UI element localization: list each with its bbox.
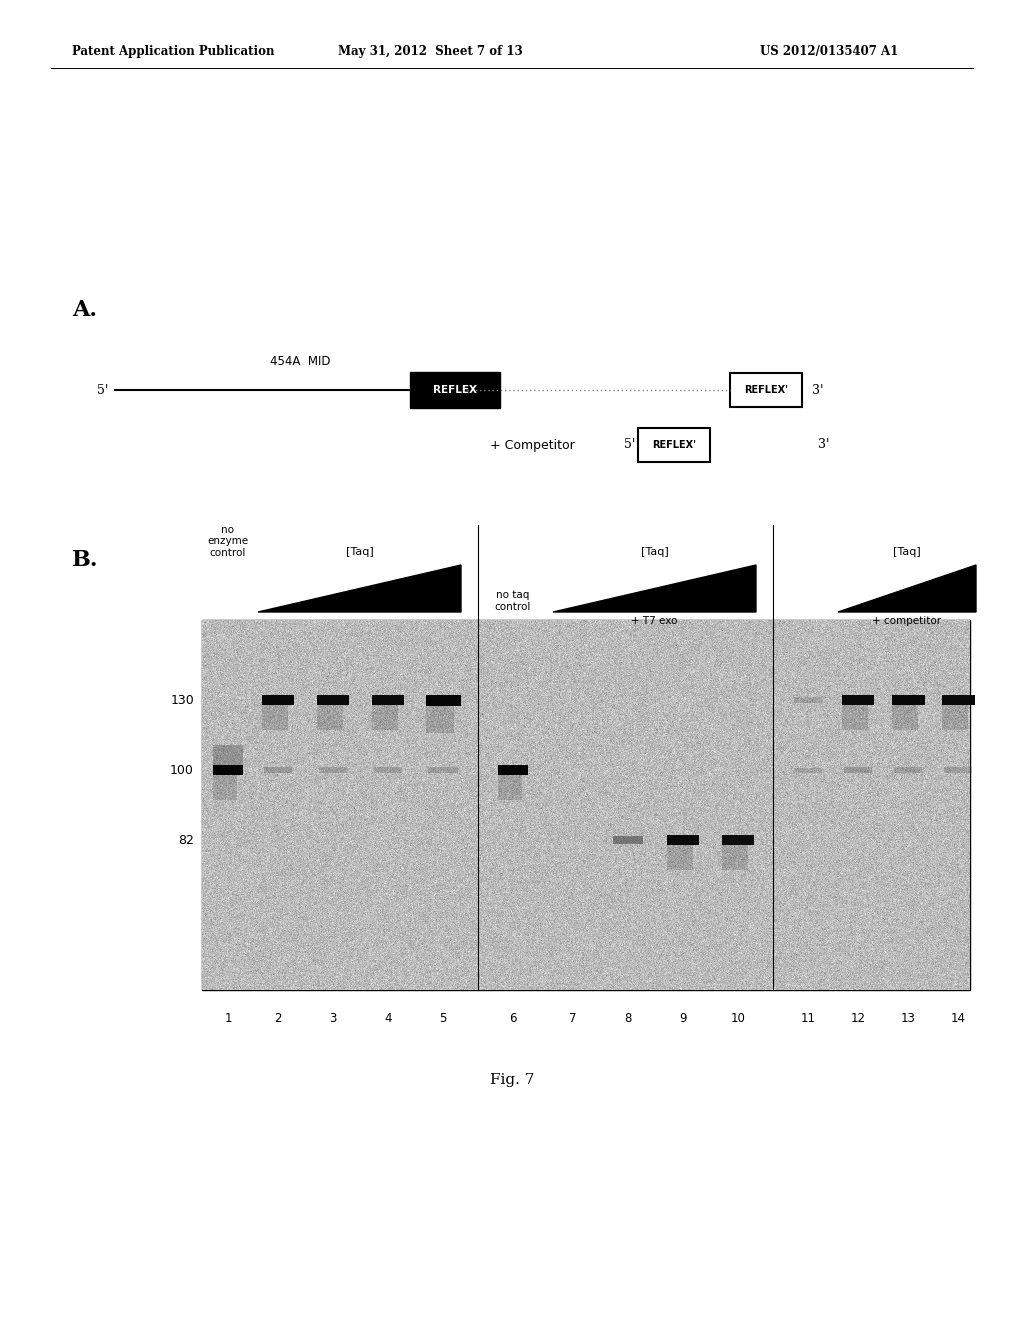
Text: 13: 13 xyxy=(900,1012,915,1026)
Text: A.: A. xyxy=(72,300,97,321)
Bar xyxy=(213,744,243,766)
Text: 10: 10 xyxy=(730,1012,745,1026)
Text: + Competitor: + Competitor xyxy=(490,438,574,451)
Bar xyxy=(426,694,461,705)
Text: 11: 11 xyxy=(801,1012,815,1026)
Bar xyxy=(319,767,347,774)
Bar xyxy=(638,428,710,462)
Bar xyxy=(892,696,925,705)
Text: Fig. 7: Fig. 7 xyxy=(489,1073,535,1086)
Text: 6: 6 xyxy=(509,1012,517,1026)
Text: 5': 5' xyxy=(96,384,108,396)
Text: 4: 4 xyxy=(384,1012,392,1026)
Text: 8: 8 xyxy=(625,1012,632,1026)
Text: no
enzyme
control: no enzyme control xyxy=(208,525,249,558)
Text: REFLEX: REFLEX xyxy=(433,385,477,395)
Polygon shape xyxy=(553,565,756,612)
Bar xyxy=(213,766,243,775)
Text: 454A  MID: 454A MID xyxy=(269,355,331,368)
Bar xyxy=(262,696,294,705)
Bar xyxy=(794,697,822,704)
Bar xyxy=(667,836,699,845)
Bar xyxy=(944,767,972,774)
Text: + competitor: + competitor xyxy=(872,616,941,626)
Bar xyxy=(941,696,975,705)
Bar xyxy=(264,767,292,774)
Bar xyxy=(317,696,349,705)
Bar xyxy=(842,696,874,705)
Text: [Taq]: [Taq] xyxy=(346,546,374,557)
Text: 130: 130 xyxy=(170,693,194,706)
Bar xyxy=(372,696,404,705)
Text: May 31, 2012  Sheet 7 of 13: May 31, 2012 Sheet 7 of 13 xyxy=(338,45,522,58)
Text: 82: 82 xyxy=(178,833,194,846)
Bar xyxy=(426,700,454,733)
Bar xyxy=(892,700,918,730)
Bar xyxy=(410,372,500,408)
Polygon shape xyxy=(258,565,461,612)
Bar xyxy=(498,766,528,775)
Bar xyxy=(722,836,754,845)
Polygon shape xyxy=(838,565,976,612)
Bar xyxy=(374,767,402,774)
Text: 1: 1 xyxy=(224,1012,231,1026)
Text: REFLEX': REFLEX' xyxy=(652,440,696,450)
Bar xyxy=(730,374,802,407)
Text: REFLEX': REFLEX' xyxy=(744,385,788,395)
Text: 7: 7 xyxy=(569,1012,577,1026)
Bar xyxy=(213,770,237,800)
Text: no taq
control: no taq control xyxy=(495,590,531,612)
Text: 3': 3' xyxy=(818,438,829,451)
Bar xyxy=(844,767,872,774)
Bar xyxy=(667,840,692,870)
Bar xyxy=(722,840,748,870)
Text: 14: 14 xyxy=(950,1012,966,1026)
Text: [Taq]: [Taq] xyxy=(641,546,669,557)
Bar xyxy=(794,767,822,772)
Text: + T7 exo: + T7 exo xyxy=(632,616,678,626)
Bar xyxy=(613,836,643,843)
Bar xyxy=(202,620,970,990)
Text: 3: 3 xyxy=(330,1012,337,1026)
Bar xyxy=(317,700,343,730)
Text: Patent Application Publication: Patent Application Publication xyxy=(72,45,274,58)
Text: 5': 5' xyxy=(624,438,635,451)
Bar xyxy=(428,767,458,774)
Text: B.: B. xyxy=(72,549,98,572)
Text: 2: 2 xyxy=(274,1012,282,1026)
Bar xyxy=(941,700,968,730)
Bar xyxy=(894,767,922,774)
Text: [Taq]: [Taq] xyxy=(893,546,921,557)
Text: US 2012/0135407 A1: US 2012/0135407 A1 xyxy=(760,45,898,58)
Text: 3': 3' xyxy=(812,384,823,396)
Bar xyxy=(262,700,288,730)
Bar xyxy=(842,700,867,730)
Text: 12: 12 xyxy=(851,1012,865,1026)
Text: 100: 100 xyxy=(170,763,194,776)
Text: 9: 9 xyxy=(679,1012,687,1026)
Text: 5: 5 xyxy=(439,1012,446,1026)
Bar xyxy=(372,700,397,730)
Bar xyxy=(498,770,522,800)
